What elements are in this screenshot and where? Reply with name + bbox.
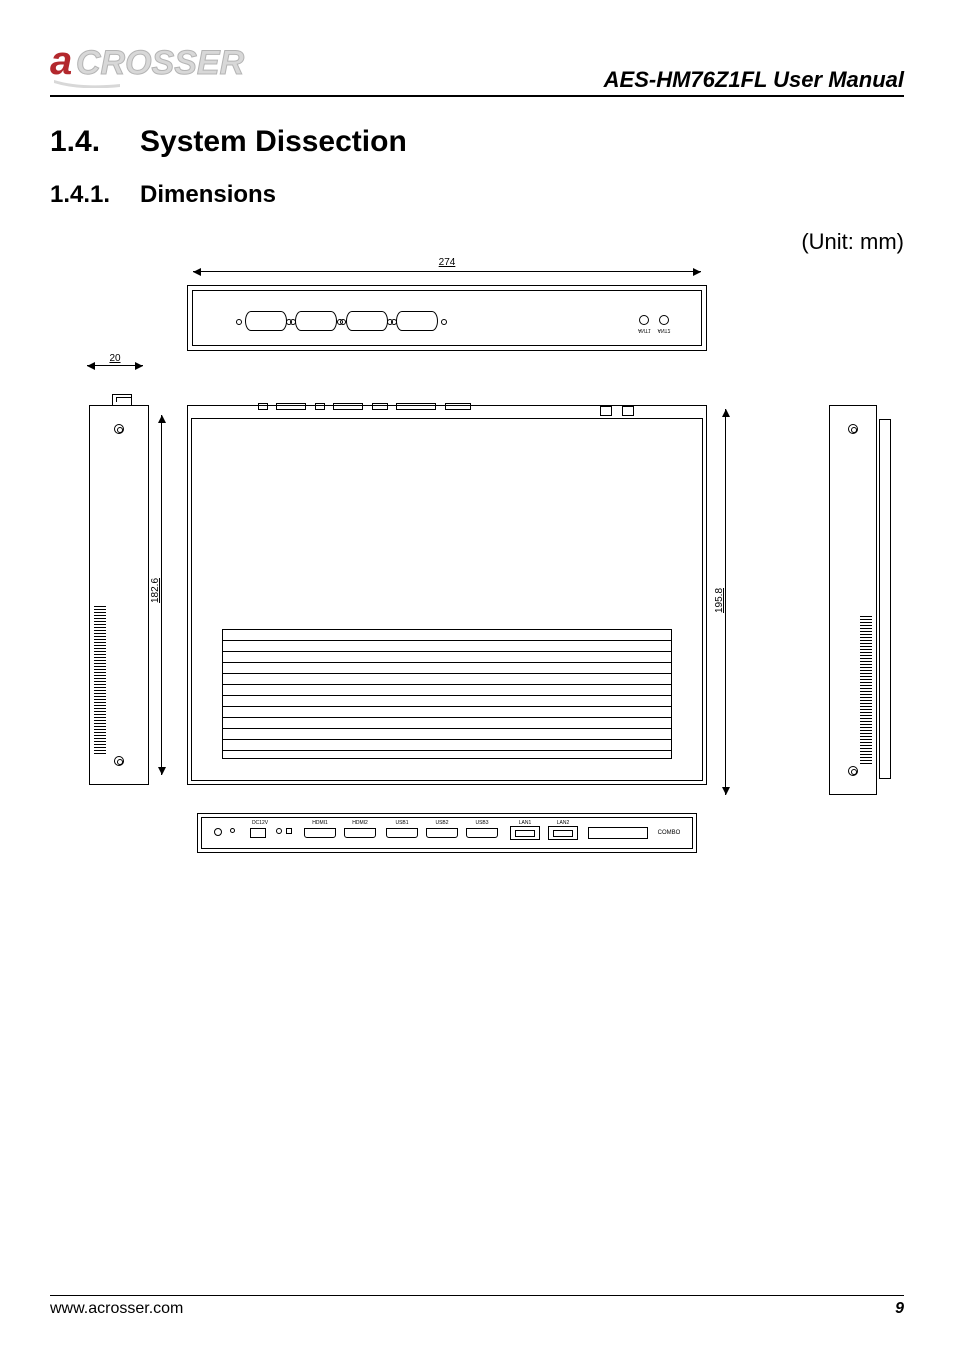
rear-com-ports bbox=[243, 311, 440, 336]
screw-icon bbox=[848, 424, 858, 434]
h1-title: System Dissection bbox=[140, 125, 407, 158]
com-port-icon bbox=[396, 311, 438, 331]
slot-icon bbox=[276, 403, 306, 410]
page-footer: www.acrosser.com 9 bbox=[50, 1295, 904, 1318]
antenna-holes: ANT1 ANT2 bbox=[635, 315, 673, 333]
rear-panel-view: ANT1 ANT2 bbox=[187, 285, 707, 351]
ant2-label: ANT2 bbox=[655, 327, 673, 333]
h2-number: 1.4.1. bbox=[50, 181, 140, 209]
brand-logo: a CROSSER bbox=[50, 40, 280, 93]
logo-text-rest: CROSSER bbox=[76, 44, 245, 82]
rear-panel-inner: ANT1 ANT2 bbox=[192, 290, 702, 346]
front-panel-inner: DC12V HDMI1 HDMI2 USB1 USB2 USB3 LAN1 LA… bbox=[201, 817, 693, 849]
combo-label: COMBO bbox=[650, 830, 688, 836]
com-port-icon bbox=[245, 311, 287, 331]
slot-icon bbox=[396, 403, 436, 410]
dimension-width-line bbox=[193, 271, 701, 272]
dimension-width-value: 274 bbox=[193, 257, 701, 268]
usb3-label: USB3 bbox=[466, 820, 498, 826]
antenna-icon bbox=[659, 315, 669, 325]
left-side-view bbox=[89, 405, 149, 785]
heatsink-icon bbox=[222, 629, 672, 759]
dc-jack-icon bbox=[250, 828, 268, 838]
usb1-label: USB1 bbox=[386, 820, 418, 826]
mount-tab-icon bbox=[112, 394, 132, 406]
usb-port-icon bbox=[386, 828, 418, 838]
unit-label: (Unit: mm) bbox=[50, 229, 904, 255]
combo-port-icon bbox=[588, 827, 648, 839]
slot-icon bbox=[333, 403, 363, 410]
page-header: a CROSSER AES-HM76Z1FL User Manual bbox=[50, 40, 904, 97]
vent-strip-icon bbox=[94, 606, 106, 756]
cutout-icon bbox=[600, 406, 612, 416]
document-title: AES-HM76Z1FL User Manual bbox=[604, 67, 904, 93]
power-button-icon bbox=[214, 828, 224, 836]
screw-icon bbox=[114, 424, 124, 434]
right-side-view bbox=[829, 405, 877, 795]
screw-icon bbox=[114, 756, 124, 766]
led-icon bbox=[230, 828, 236, 833]
usb2-label: USB2 bbox=[426, 820, 458, 826]
antenna-icon bbox=[639, 315, 649, 325]
h2-title: Dimensions bbox=[140, 181, 276, 208]
cutout-icon bbox=[622, 406, 634, 416]
footer-url: www.acrosser.com bbox=[50, 1300, 183, 1318]
vent-strip-icon bbox=[860, 616, 872, 766]
ant1-label: ANT1 bbox=[635, 327, 653, 333]
dimension-height-value: 195.8 bbox=[714, 588, 725, 613]
slot-icon bbox=[258, 403, 268, 410]
usb-port-icon bbox=[466, 828, 498, 838]
slot-icon bbox=[445, 403, 471, 410]
top-plan-inner bbox=[191, 418, 703, 781]
hdmi2-label: HDMI2 bbox=[344, 820, 376, 826]
lan-port-icon bbox=[548, 826, 578, 840]
top-edge-features bbox=[258, 403, 676, 410]
dimension-clearance-line bbox=[87, 365, 143, 366]
dimension-width: 274 bbox=[193, 271, 701, 272]
hdmi1-label: HDMI1 bbox=[304, 820, 336, 826]
logo-letter-a: a bbox=[50, 40, 72, 83]
slot-icon bbox=[315, 403, 325, 410]
com-port-icon bbox=[346, 311, 388, 331]
section-heading-1: 1.4.System Dissection bbox=[50, 125, 904, 159]
screw-icon bbox=[848, 766, 858, 776]
dimension-height-line bbox=[725, 409, 726, 795]
dimension-diagram: 274 ANT1 ANT2 20 bbox=[77, 265, 877, 885]
audio-jack-icon bbox=[276, 828, 292, 836]
com-port-icon bbox=[295, 311, 337, 331]
h1-number: 1.4. bbox=[50, 125, 140, 159]
front-panel-view: DC12V HDMI1 HDMI2 USB1 USB2 USB3 LAN1 LA… bbox=[197, 813, 697, 853]
dimension-depth-line bbox=[161, 415, 162, 775]
page-number: 9 bbox=[895, 1300, 904, 1318]
hdmi-port-icon bbox=[344, 828, 376, 838]
usb-port-icon bbox=[426, 828, 458, 838]
top-plan-view bbox=[187, 405, 707, 785]
hdmi-port-icon bbox=[304, 828, 336, 838]
dimension-depth-value: 182.6 bbox=[150, 578, 161, 603]
right-side-bracket bbox=[879, 419, 891, 779]
dc-label: DC12V bbox=[246, 820, 274, 826]
dimension-clearance: 20 bbox=[87, 365, 143, 366]
slot-icon bbox=[372, 403, 388, 410]
lan-port-icon bbox=[510, 826, 540, 840]
section-heading-2: 1.4.1.Dimensions bbox=[50, 181, 904, 209]
